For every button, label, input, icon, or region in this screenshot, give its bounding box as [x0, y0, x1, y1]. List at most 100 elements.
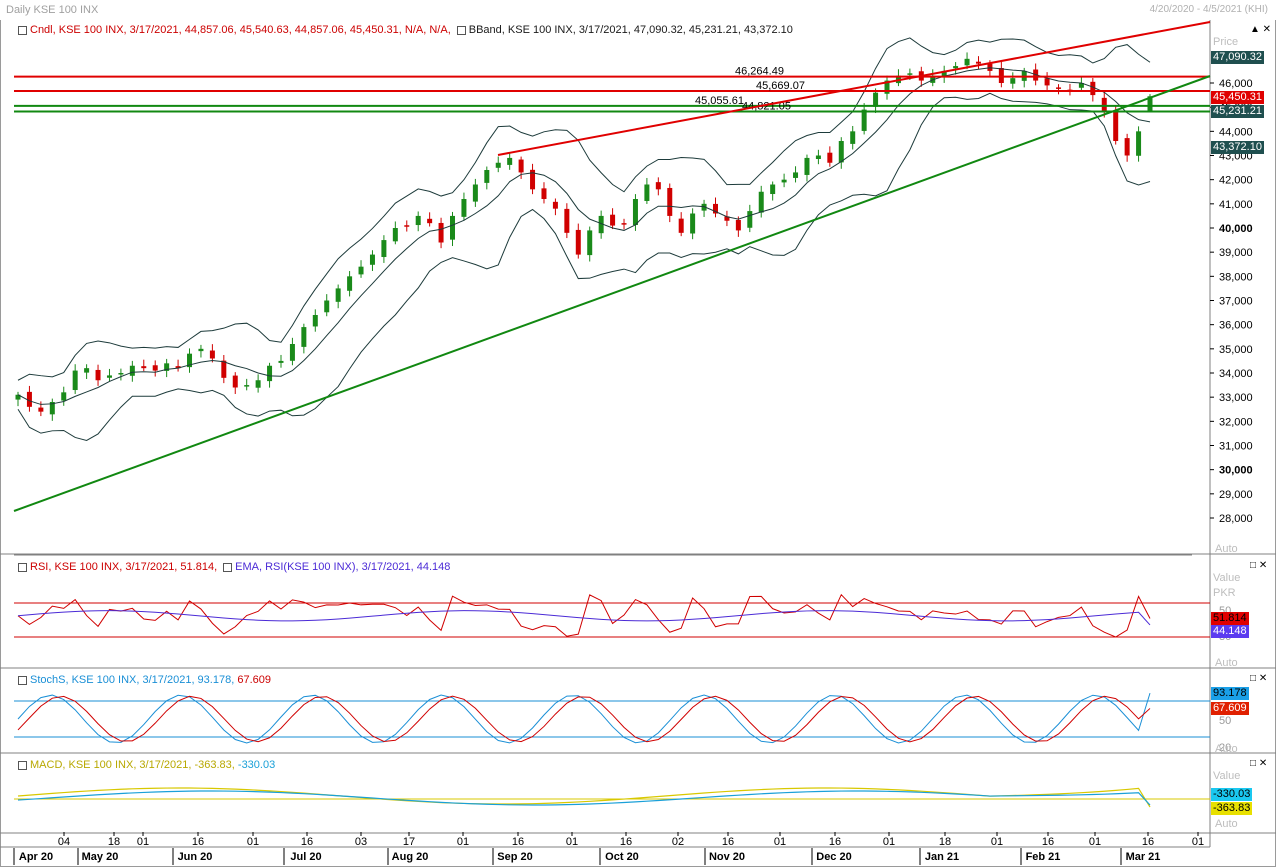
title-bar: Daily KSE 100 INX 4/20/2020 - 4/5/2021 (… — [0, 0, 1276, 20]
pane-controls[interactable]: ▲ ✕ — [1250, 24, 1272, 35]
candle — [804, 157, 810, 175]
price-tick-label: 36,000 — [1219, 320, 1253, 332]
candle — [621, 223, 627, 225]
macd-signal-tag: -330.03 — [1211, 788, 1253, 801]
macd-legend-text: MACD, KSE 100 INX, 3/17/2021, -363.83, — [30, 759, 235, 771]
x-tick-label: 01 — [991, 836, 1003, 848]
candle — [678, 218, 684, 233]
candle — [221, 360, 227, 378]
legend-box-icon[interactable] — [18, 562, 27, 572]
x-tick-label: 01 — [137, 836, 149, 848]
candle — [232, 375, 238, 388]
candle — [198, 348, 204, 352]
legend-box-icon[interactable] — [223, 562, 233, 572]
candle — [1147, 96, 1153, 111]
candle — [175, 366, 181, 369]
rsi-line — [17, 593, 1151, 638]
candle — [26, 391, 32, 407]
candle — [1090, 81, 1096, 96]
x-tick-label: 16 — [722, 836, 734, 848]
pane-controls[interactable]: □ ✕ — [1250, 758, 1268, 769]
price-axis-label: Price — [1213, 36, 1239, 48]
upper-trendline — [497, 21, 1211, 156]
candle — [187, 353, 193, 368]
candle — [141, 366, 147, 369]
candle — [255, 380, 261, 388]
candle — [873, 92, 879, 107]
candle — [209, 350, 215, 359]
pane-controls[interactable]: □ ✕ — [1250, 560, 1268, 571]
x-tick-label: 04 — [58, 836, 70, 848]
candle — [815, 155, 821, 159]
candle — [289, 344, 295, 361]
legend-box-icon[interactable] — [18, 25, 27, 35]
candle — [724, 216, 730, 221]
candle — [495, 162, 501, 168]
candle — [587, 230, 593, 256]
pane-controls[interactable]: □ ✕ — [1250, 673, 1268, 684]
candle — [61, 392, 67, 401]
x-tick-label: 01 — [566, 836, 578, 848]
x-tick-label: 16 — [620, 836, 632, 848]
candle — [118, 373, 124, 375]
candle — [1078, 83, 1084, 88]
candle — [347, 276, 353, 291]
candle — [793, 172, 799, 178]
price-tick-label: 39,000 — [1219, 247, 1253, 259]
candle — [106, 375, 112, 378]
candle — [850, 131, 856, 144]
candle — [861, 109, 867, 131]
price-tick-label: 40,000 — [1219, 223, 1253, 235]
rsi-pkr-label: PKR — [1213, 587, 1236, 599]
month-label: Nov 20 — [709, 851, 745, 863]
candle — [690, 213, 696, 234]
candle — [941, 70, 947, 78]
level-label: 45,055.61 — [695, 95, 744, 107]
candle-legend: Cndl, KSE 100 INX, 3/17/2021, 44,857.06,… — [30, 24, 451, 36]
x-tick-label: 16 — [1042, 836, 1054, 848]
x-tick-label: 16 — [512, 836, 524, 848]
candle — [335, 288, 341, 302]
price-tick-label: 31,000 — [1219, 441, 1253, 453]
candle — [129, 365, 135, 376]
lower-trendline — [13, 75, 1211, 512]
month-label: Jan 21 — [925, 851, 959, 863]
candle — [770, 184, 776, 195]
candle — [404, 225, 410, 227]
auto-scale-button[interactable]: Auto — [1215, 657, 1238, 669]
stoch-d-line — [17, 695, 1151, 743]
candle — [301, 327, 307, 347]
auto-scale-button[interactable]: Auto — [1215, 743, 1238, 755]
price-tag: 45,231.21 — [1211, 105, 1264, 118]
x-tick-label: 16 — [301, 836, 313, 848]
candle — [1113, 112, 1119, 141]
candle — [95, 369, 101, 381]
price-tick-label: 38,000 — [1219, 271, 1253, 283]
legend-box-icon[interactable] — [18, 675, 27, 685]
candle — [267, 365, 273, 382]
candle — [164, 363, 170, 371]
macd-legend: MACD, KSE 100 INX, 3/17/2021, -363.83, -… — [18, 759, 275, 771]
stoch-k-line — [17, 692, 1151, 744]
candle — [564, 208, 570, 233]
candle — [438, 222, 444, 243]
legend-box-icon[interactable] — [18, 760, 27, 770]
stoch-axis-label: 20 — [1219, 742, 1231, 754]
month-label: May 20 — [82, 851, 119, 863]
x-tick-label: 01 — [457, 836, 469, 848]
candle — [472, 184, 478, 202]
price-tag: 45,450.31 — [1211, 91, 1264, 104]
price-tick-label: 28,000 — [1219, 513, 1253, 525]
x-tick-label: 01 — [883, 836, 895, 848]
auto-scale-button[interactable]: Auto — [1215, 543, 1238, 555]
price-tick-label: 44,000 — [1219, 126, 1253, 138]
candle — [712, 203, 718, 214]
auto-scale-button[interactable]: Auto — [1215, 818, 1238, 830]
candle — [392, 228, 398, 242]
candle — [49, 402, 55, 415]
candle — [461, 199, 467, 217]
candle — [244, 385, 250, 387]
legend-box-icon[interactable] — [456, 25, 466, 35]
rsi-tag: 51.814 — [1211, 612, 1249, 625]
